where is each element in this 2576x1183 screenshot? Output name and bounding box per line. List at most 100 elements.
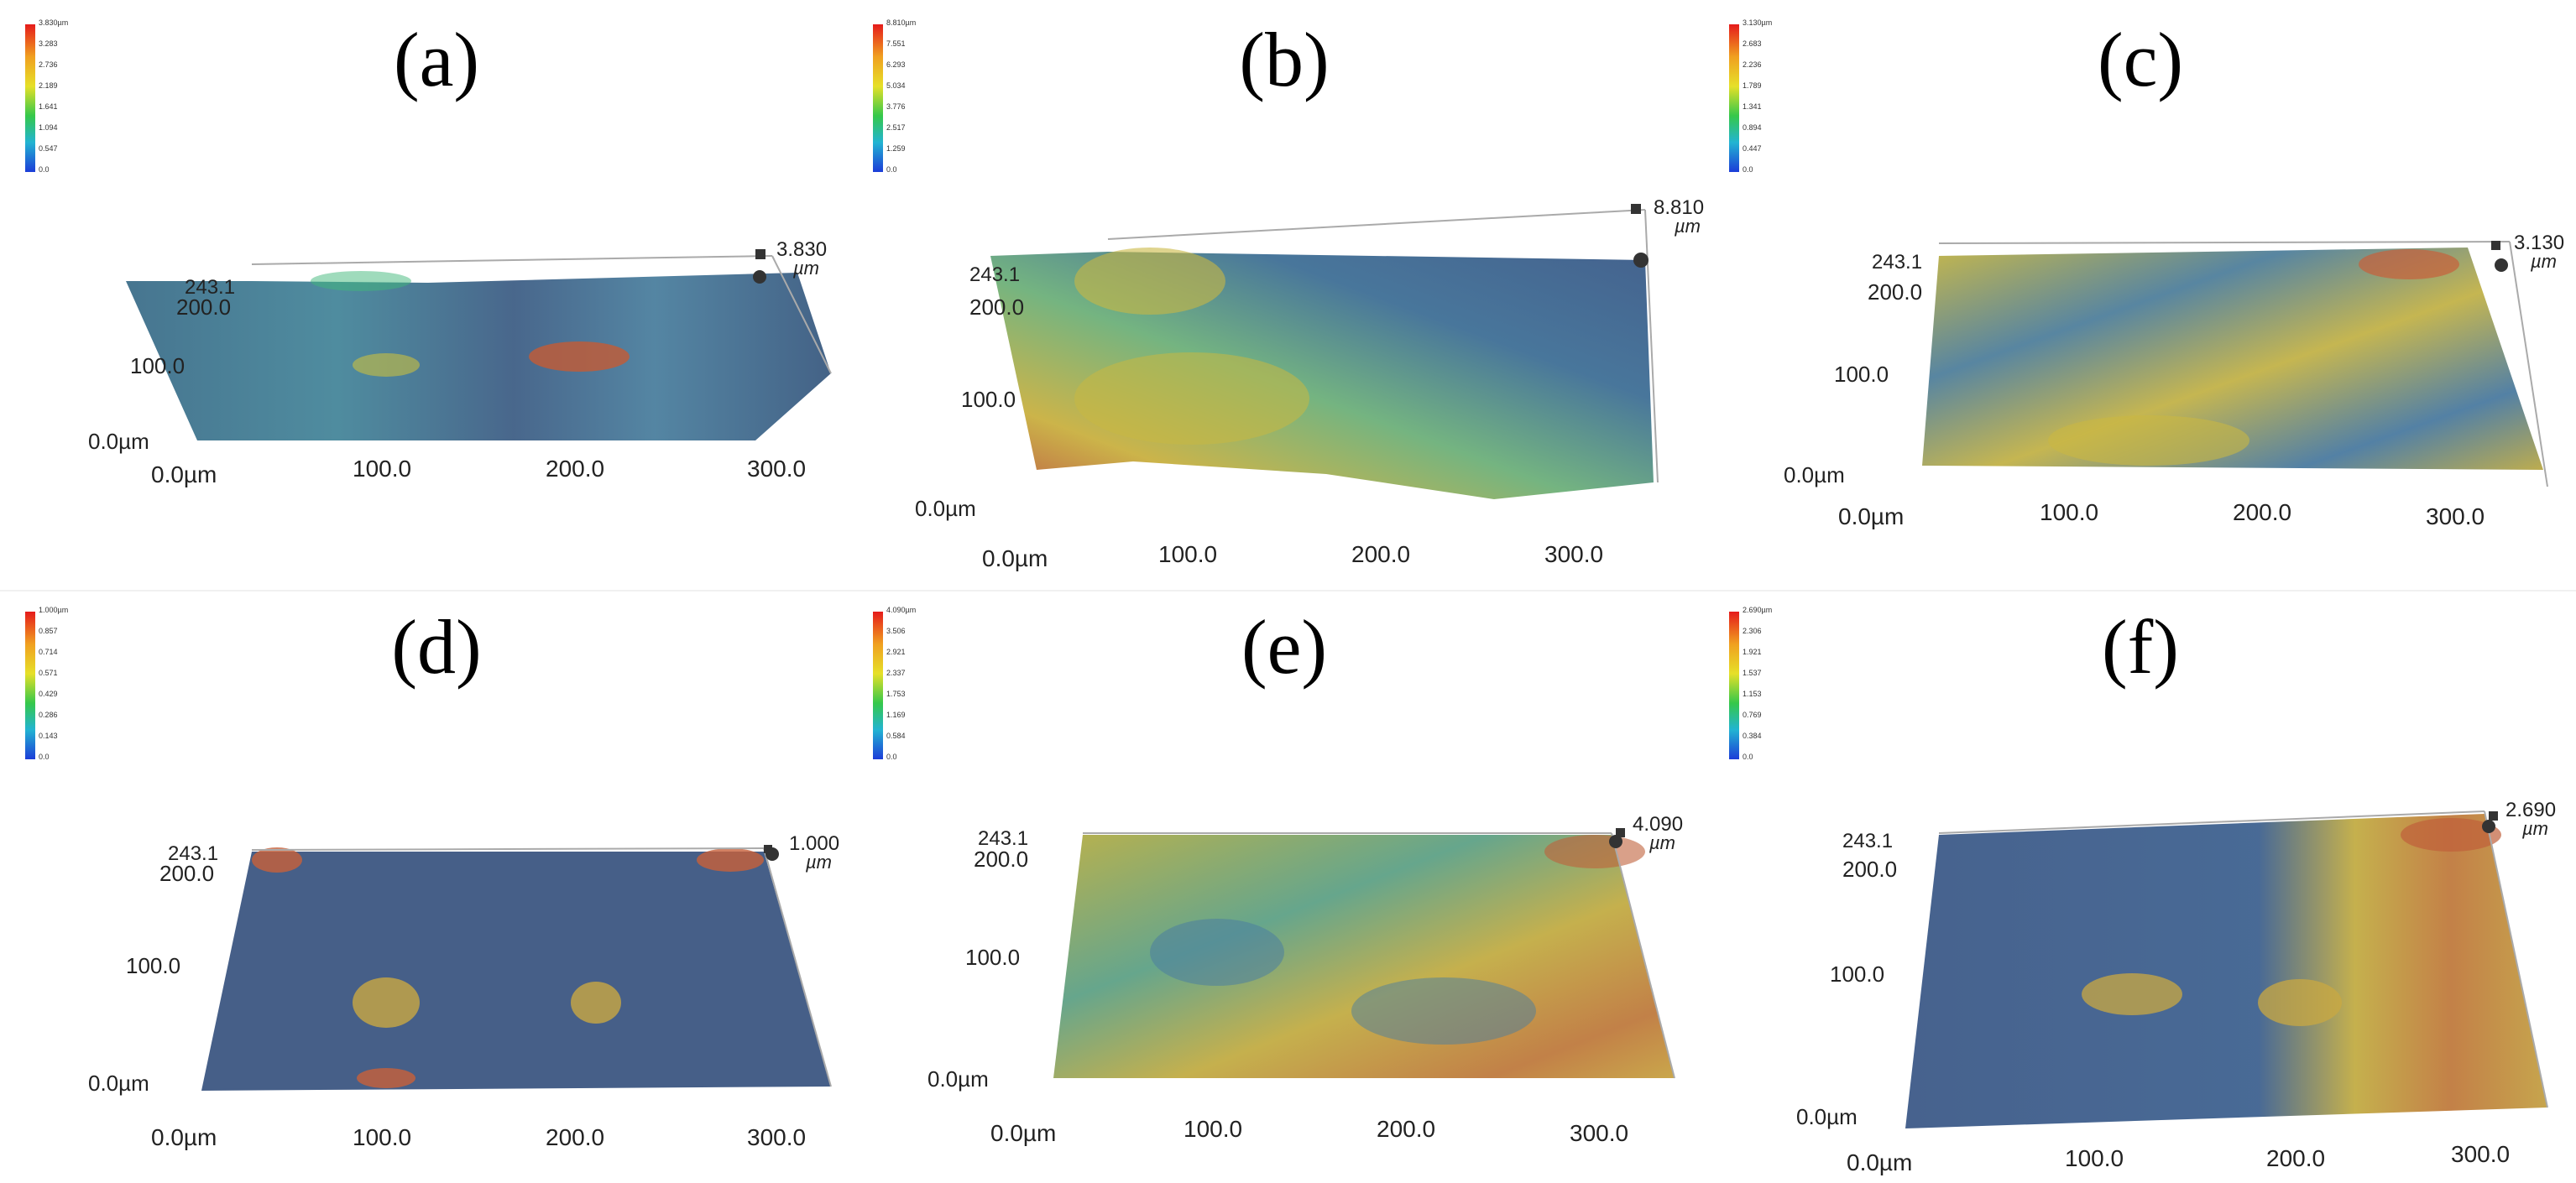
panel-a: 3.830µm 3.283 2.736 2.189 1.641 1.094 0.… <box>8 4 865 592</box>
y-tick: 243.1 <box>168 842 218 865</box>
surface-feature <box>529 341 630 372</box>
legend-tick: 0.857 <box>39 627 58 635</box>
color-scale-bar <box>1729 612 1739 759</box>
x-tick: 0.0µm <box>151 1124 217 1150</box>
surface-feature <box>357 1068 415 1088</box>
side-edge <box>1611 832 1675 1079</box>
y-tick: 0.0µm <box>88 1071 149 1096</box>
surface <box>126 273 831 440</box>
legend-tick: 6.293 <box>886 60 906 69</box>
legend-tick: 2.517 <box>886 123 906 132</box>
top-edge <box>1938 241 2511 244</box>
legend-tick: 1.789 <box>1743 81 1762 90</box>
color-scale-legend: 1.000µm 0.857 0.714 0.571 0.429 0.286 0.… <box>25 607 126 766</box>
max-value: 8.810 <box>1654 196 1704 219</box>
legend-tick: 1.000µm <box>39 606 69 614</box>
legend-tick: 1.094 <box>39 123 58 132</box>
y-tick: 200.0 <box>176 294 231 320</box>
color-scale-legend: 4.090µm 3.506 2.921 2.337 1.753 1.169 0.… <box>873 607 974 766</box>
color-scale-legend: 8.810µm 7.551 6.293 5.034 3.776 2.517 1.… <box>873 19 974 179</box>
top-edge <box>251 255 773 265</box>
legend-tick: 5.034 <box>886 81 906 90</box>
legend-tick: 2.736 <box>39 60 58 69</box>
surface-feature <box>2401 818 2501 852</box>
side-edge <box>1644 209 1659 483</box>
legend-tick: 2.337 <box>886 669 906 677</box>
max-marker <box>1616 828 1625 837</box>
x-tick: 200.0 <box>2233 499 2291 525</box>
top-edge <box>251 847 765 851</box>
x-tick: 100.0 <box>353 456 411 482</box>
side-edge <box>763 847 832 1087</box>
color-scale-legend: 2.690µm 2.306 1.921 1.537 1.153 0.769 0.… <box>1729 607 1830 766</box>
y-tick: 200.0 <box>969 294 1024 320</box>
surface-feature <box>2048 415 2249 466</box>
surface <box>1053 835 1675 1078</box>
top-edge <box>1938 810 2485 834</box>
legend-tick: 2.690µm <box>1743 606 1773 614</box>
legend-tick: 1.341 <box>1743 102 1762 111</box>
max-value: 3.830 <box>776 238 827 261</box>
surface-feature <box>1544 835 1645 868</box>
surface-feature <box>697 848 764 872</box>
surface <box>201 852 831 1091</box>
max-marker <box>1633 253 1649 268</box>
max-unit: µm <box>2521 818 2548 839</box>
x-tick: 0.0µm <box>990 1120 1056 1146</box>
surface <box>1905 814 2547 1128</box>
max-marker <box>1631 204 1641 214</box>
max-marker <box>1609 835 1622 848</box>
legend-tick: 0.547 <box>39 144 58 153</box>
max-value: 1.000 <box>789 832 839 855</box>
surface-plot: 1.000 µm 243.1 200.0 100.0 0.0µm 0.0µm 1… <box>88 832 839 1150</box>
panel-label: (d) <box>391 604 482 690</box>
surface-plot: 3.130 µm 243.1 200.0 100.0 0.0µm 0.0µm 1… <box>1784 232 2564 529</box>
y-tick: 100.0 <box>1830 962 1884 987</box>
legend-tick: 0.894 <box>1743 123 1762 132</box>
surface-plot: 4.090 µm 243.1 200.0 100.0 0.0µm 0.0µm 1… <box>927 813 1683 1146</box>
max-value: 4.090 <box>1633 813 1683 836</box>
max-unit: µm <box>792 258 819 279</box>
x-tick: 0.0µm <box>1847 1149 1912 1175</box>
max-value: 3.130 <box>2514 232 2564 254</box>
surface-feature <box>2258 979 2342 1026</box>
legend-tick: 3.506 <box>886 627 906 635</box>
max-unit: µm <box>1674 216 1701 237</box>
side-edge <box>2484 810 2548 1108</box>
surface-feature <box>252 847 302 873</box>
legend-tick: 0.571 <box>39 669 58 677</box>
panel-label: (b) <box>1239 17 1330 102</box>
surface-feature <box>2359 249 2459 279</box>
legend-tick: 2.683 <box>1743 39 1762 48</box>
legend-tick: 0.714 <box>39 648 58 656</box>
x-tick: 0.0µm <box>151 461 217 487</box>
legend-tick: 0.429 <box>39 690 58 698</box>
y-tick: 200.0 <box>974 847 1028 872</box>
x-tick: 100.0 <box>353 1124 411 1150</box>
y-tick: 243.1 <box>969 263 1020 286</box>
max-value: 2.690 <box>2505 799 2556 821</box>
max-marker <box>2489 811 2498 821</box>
color-scale-bar <box>25 24 35 172</box>
legend-tick: 0.584 <box>886 732 906 740</box>
color-scale-bar <box>873 612 883 759</box>
surface-plot: 2.690 µm 243.1 200.0 100.0 0.0µm 0.0µm 1… <box>1796 799 2556 1175</box>
top-edge <box>1107 209 1646 240</box>
legend-tick: 1.921 <box>1743 648 1762 656</box>
surface-plot: 8.810 µm 243.1 200.0 100.0 0.0µm 0.0µm 1… <box>915 196 1704 571</box>
y-tick: 100.0 <box>130 353 185 378</box>
y-tick: 243.1 <box>1872 251 1922 274</box>
surface-feature <box>353 977 420 1028</box>
max-marker <box>2482 820 2495 833</box>
x-tick: 300.0 <box>1544 541 1603 567</box>
legend-tick: 0.0 <box>39 753 50 761</box>
legend-tick: 2.236 <box>1743 60 1762 69</box>
y-tick: 200.0 <box>1842 857 1897 882</box>
y-tick: 243.1 <box>978 827 1028 850</box>
panel-label: (a) <box>393 17 480 102</box>
legend-tick: 0.0 <box>1743 753 1753 761</box>
x-tick: 0.0µm <box>1838 503 1904 529</box>
y-tick: 200.0 <box>159 861 214 886</box>
side-edge <box>2509 241 2548 487</box>
color-scale-bar <box>873 24 883 172</box>
